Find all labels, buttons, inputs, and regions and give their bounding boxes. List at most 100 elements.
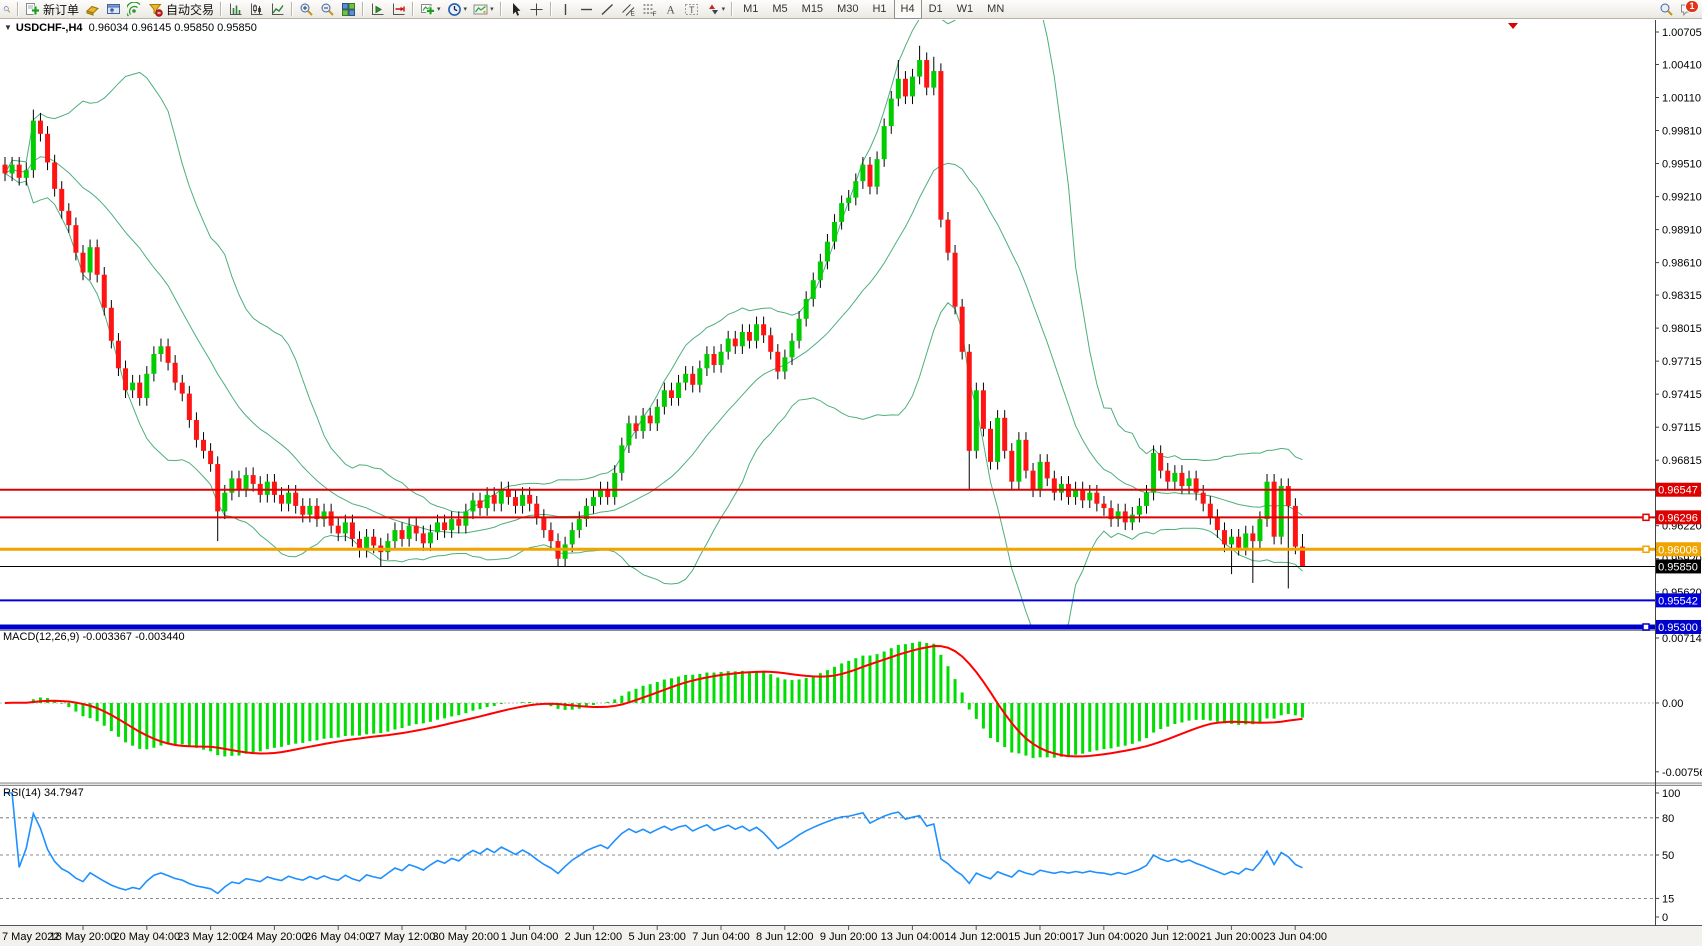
funnel	[148, 3, 163, 17]
bar-chart-button[interactable]	[226, 1, 245, 17]
time-tick-label: 27 May 12:00	[369, 931, 436, 943]
timeframe-m5-button[interactable]: M5	[772, 3, 788, 15]
time-tick-label: 7 May 2022	[2, 931, 59, 943]
search-button[interactable]	[1657, 1, 1676, 17]
clock	[447, 2, 461, 16]
candlestick-chart-button[interactable]	[247, 1, 266, 17]
notifications-button[interactable]: 1	[1678, 0, 1699, 17]
time-tick-label: 2 Jun 12:00	[565, 931, 623, 943]
time-tick-label: 20 May 04:00	[113, 931, 180, 943]
price-tick-label: 0.98610	[1662, 258, 1702, 270]
zoom-out-button[interactable]	[318, 1, 337, 17]
neworder	[26, 2, 40, 15]
crosshair-button[interactable]	[527, 1, 546, 17]
price-tick-label: 0.97415	[1662, 389, 1702, 401]
macd-label: MACD(12,26,9) -0.003367 -0.003440	[3, 631, 185, 643]
signals-button[interactable]	[125, 1, 144, 17]
time-tick-label: 23 Jun 04:00	[1263, 931, 1327, 943]
fibo: F	[643, 4, 656, 17]
rsi-tick-label: 100	[1662, 788, 1680, 800]
arrows-button[interactable]: ▾	[703, 1, 728, 17]
chart-canvas[interactable]: 1.00705 1.00410 1.00110 0.99810 0.99510 0.992…	[0, 18, 1702, 946]
autotrading-button[interactable]: 自动交易	[146, 1, 216, 17]
tile-windows-button[interactable]	[339, 1, 358, 17]
svg-text:A: A	[666, 4, 675, 16]
trend	[601, 3, 613, 15]
toolbar-separator	[362, 2, 365, 16]
time-tick-label: 17 Jun 04:00	[1072, 931, 1136, 943]
channel-button[interactable]: E	[619, 1, 638, 17]
time-tick-label: 23 May 12:00	[177, 931, 244, 943]
symbol-collapse-icon[interactable]: ▼	[4, 23, 12, 32]
time-tick-label: 15 Jun 20:00	[1008, 931, 1072, 943]
toolbar-separator	[412, 2, 415, 16]
cursor-button[interactable]	[506, 1, 525, 17]
chart-shift-button[interactable]	[389, 1, 408, 17]
time-tick-label: 8 Jun 12:00	[756, 931, 814, 943]
templates-button[interactable]: ▾	[471, 1, 496, 17]
price-tick-label: 1.00705	[1662, 27, 1702, 39]
svg-text:E: E	[630, 10, 635, 17]
labelT: T	[684, 3, 698, 15]
line-chart-button[interactable]	[268, 1, 287, 17]
rsi-label: RSI(14) 34.7947	[3, 787, 84, 799]
new-order-button-label: 新订单	[43, 2, 80, 17]
svg-text:F: F	[652, 11, 656, 17]
timeframe-m15-button[interactable]: M15	[801, 3, 824, 15]
market	[107, 3, 121, 14]
timeframe-w1-button[interactable]: W1	[956, 3, 974, 15]
arrows	[708, 4, 718, 14]
toolbar-separator	[549, 2, 552, 16]
fibonacci-button[interactable]: F	[640, 1, 659, 17]
indicators	[421, 3, 435, 15]
auto-scroll-button[interactable]	[368, 1, 387, 17]
trendline-button[interactable]	[598, 1, 617, 17]
periods-button[interactable]: ▾	[445, 1, 470, 17]
timeframe-mn-button[interactable]: MN	[987, 3, 1005, 15]
indicators-button[interactable]: ▾	[418, 1, 443, 17]
time-tick-label: 26 May 04:00	[305, 931, 372, 943]
candlestick-series	[2, 45, 1305, 589]
timeframe-d1-button[interactable]: D1	[928, 3, 943, 15]
rsi-tick-label: 80	[1662, 813, 1674, 825]
tile	[342, 2, 356, 16]
price-tick-label: 0.98315	[1662, 290, 1702, 302]
shift	[393, 3, 405, 15]
time-axis-strip[interactable]	[0, 926, 1702, 946]
zoom-in-button[interactable]	[297, 1, 316, 17]
price-tick-label: 1.00110	[1662, 92, 1701, 104]
rsi-tick-label: 50	[1662, 850, 1674, 862]
profiles-button[interactable]	[83, 1, 102, 17]
time-tick-label: 21 Jun 20:00	[1200, 931, 1264, 943]
price-badge: 0.96006	[1658, 544, 1698, 556]
text-button[interactable]: A	[661, 1, 680, 17]
timeframe-m1-button[interactable]: M1	[743, 3, 759, 15]
market-watch-button[interactable]	[104, 1, 123, 17]
timeframe-h1-button[interactable]: H1	[872, 3, 887, 15]
textA: A	[666, 4, 675, 16]
vertical-line-button[interactable]	[556, 1, 575, 17]
dropdown-caret-icon: ▾	[437, 6, 441, 13]
scroll-marker-icon	[1508, 23, 1518, 29]
ohlc-values: 0.96034 0.96145 0.95850 0.95850	[88, 22, 257, 34]
toolbar-separator	[291, 2, 294, 16]
price-tick-label: 0.99210	[1662, 192, 1702, 204]
timeframe-m30-button[interactable]: M30	[837, 3, 859, 15]
rsi-tick-label: 15	[1662, 893, 1674, 905]
time-tick-label: 13 Jun 04:00	[881, 931, 945, 943]
dropdown-caret-icon: ▾	[490, 6, 494, 13]
macd-histogram	[10, 641, 1304, 758]
price-tick-label: 0.98015	[1662, 323, 1702, 335]
price-tick-label: 0.99810	[1662, 126, 1702, 138]
horizontal-line-button[interactable]	[577, 1, 596, 17]
time-tick-label: 20 Jun 12:00	[1136, 931, 1200, 943]
price-tick-label: 0.97715	[1662, 356, 1702, 368]
price-badge: 0.95542	[1658, 595, 1698, 607]
gold	[86, 5, 99, 16]
magp	[300, 3, 313, 16]
magm	[321, 3, 334, 16]
clipped-left-icon[interactable]	[1, 1, 13, 17]
label-button[interactable]: T	[682, 1, 701, 17]
timeframe-h4-button[interactable]: H4	[893, 0, 922, 19]
new-order-button[interactable]: 新订单	[23, 1, 81, 17]
